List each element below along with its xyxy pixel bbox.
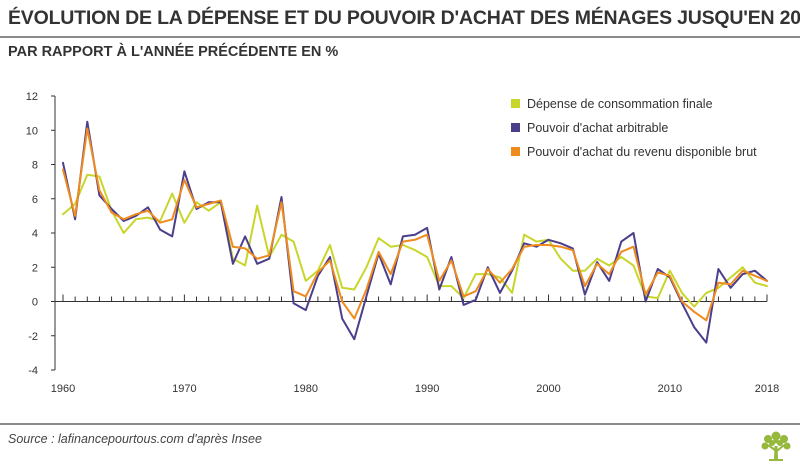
chart-subtitle: PAR RAPPORT À L'ANNÉE PRÉCÉDENTE EN % xyxy=(8,44,339,60)
series-line-1 xyxy=(62,173,768,308)
logo-leaf xyxy=(783,442,791,450)
legend: Dépense de consommation finale Pouvoir d'… xyxy=(511,97,757,159)
y-tick-label: 2 xyxy=(32,262,38,274)
logo-leaf xyxy=(777,440,783,446)
legend-label-2: Pouvoir d'achat arbitrable xyxy=(527,121,668,135)
x-tick-label: 1960 xyxy=(51,383,75,395)
logo-leaf xyxy=(761,442,769,450)
y-tick-label: -4 xyxy=(28,365,38,377)
y-tick-label: 6 xyxy=(32,194,38,206)
legend-label-1: Dépense de consommation finale xyxy=(527,97,713,111)
x-tick-label: 1970 xyxy=(172,383,196,395)
y-tick-label: 10 xyxy=(26,125,38,137)
logo-trunk xyxy=(774,446,778,460)
legend-swatch-3 xyxy=(511,147,520,156)
y-tick-label: 4 xyxy=(32,228,38,240)
logo-leaf xyxy=(771,431,781,441)
legend-swatch-2 xyxy=(511,123,520,132)
x-tick-label: 2000 xyxy=(536,383,560,395)
legend-swatch-1 xyxy=(511,99,520,108)
series-lines xyxy=(62,120,768,344)
logo-branches xyxy=(767,444,785,452)
tree-logo-shape xyxy=(761,431,791,461)
axes: 12 10 8 6 4 2 0 -2 -4 1960 1970 1980 1990 2000 2010 201… xyxy=(26,91,779,395)
bottom-divider xyxy=(0,423,800,425)
chart-title: ÉVOLUTION DE LA DÉPENSE ET DU POUVOIR D'… xyxy=(8,7,800,29)
logo-ground xyxy=(769,459,783,461)
x-tick-label: 2018 xyxy=(755,383,779,395)
logo-leaf xyxy=(773,438,779,444)
x-tick-label: 1980 xyxy=(294,383,318,395)
series-line-3 xyxy=(62,127,768,322)
y-tick-label: 0 xyxy=(32,297,38,309)
y-tick-label: 8 xyxy=(32,160,38,172)
source-note: Source : lafinancepourtous.com d'après I… xyxy=(8,432,262,446)
logo-leaf xyxy=(769,440,775,446)
y-tick-label: -2 xyxy=(28,331,38,343)
line-chart: 12 10 8 6 4 2 0 -2 -4 1960 1970 1980 1990 2000 2010 201… xyxy=(26,91,779,395)
tree-logo-icon xyxy=(761,431,791,461)
x-tick-label: 2010 xyxy=(658,383,682,395)
y-tick-label: 12 xyxy=(26,91,38,103)
legend-label-3: Pouvoir d'achat du revenu disponible bru… xyxy=(527,145,757,159)
x-tick-label: 1990 xyxy=(415,383,439,395)
top-divider xyxy=(0,36,800,38)
